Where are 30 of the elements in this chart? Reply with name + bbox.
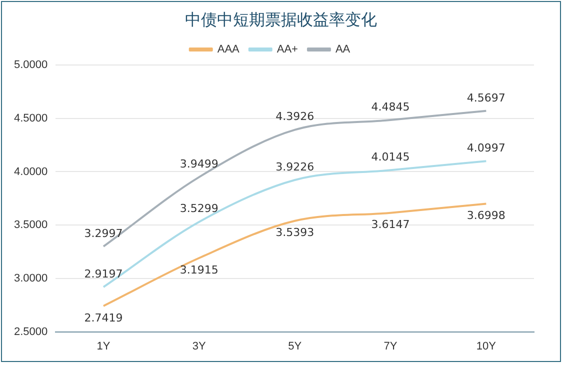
data-label: 2.9197: [84, 267, 123, 280]
data-label: 3.6998: [466, 209, 506, 222]
legend-label: AA+: [276, 44, 298, 56]
data-label: 3.1915: [180, 263, 218, 276]
data-label: 3.5393: [276, 226, 314, 240]
x-tick-label: 10Y: [476, 340, 497, 352]
x-tick-label: 1Y: [96, 340, 111, 352]
data-label: 3.9499: [180, 157, 218, 170]
data-label: 2.7419: [84, 311, 123, 324]
y-tick-label: 4.0000: [14, 166, 48, 178]
y-tick-label: 2.5000: [14, 326, 48, 338]
x-tick-label: 5Y: [288, 340, 302, 352]
data-label: 3.2997: [84, 226, 123, 240]
y-tick-label: 3.5000: [14, 219, 48, 232]
y-tick-label: 3.0000: [14, 272, 48, 284]
data-label: 3.6147: [371, 218, 410, 232]
y-tick-label: 5.0000: [14, 59, 48, 72]
data-label: 4.0997: [466, 141, 506, 154]
data-label: 4.5697: [466, 91, 506, 104]
y-tick-label: 4.5000: [14, 112, 48, 124]
data-label: 3.9226: [276, 160, 314, 174]
chart-title: 中债中短期票据收益率变化: [184, 10, 378, 31]
legend-label: AAA: [217, 44, 240, 56]
legend-label: AA: [335, 44, 351, 56]
x-tick-label: 3Y: [192, 340, 207, 352]
data-label: 4.4845: [371, 100, 410, 114]
data-label: 4.0145: [371, 150, 410, 164]
x-tick-label: 7Y: [384, 340, 398, 352]
data-label: 3.5299: [180, 202, 218, 216]
data-label: 4.3926: [276, 110, 314, 124]
